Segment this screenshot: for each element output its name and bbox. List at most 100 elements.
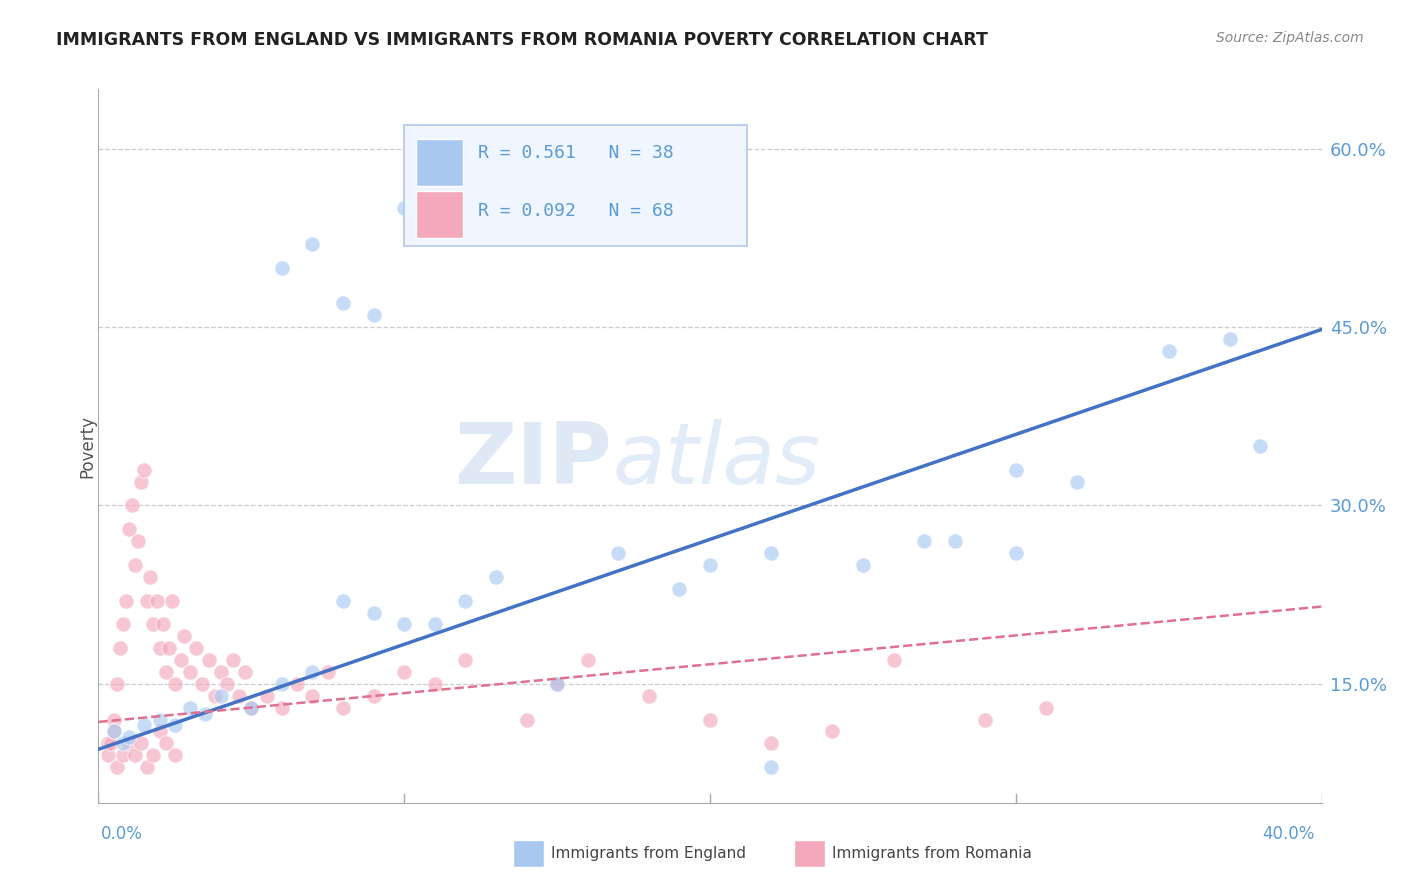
Point — [883, 653, 905, 667]
Point — [270, 677, 292, 691]
Point — [100, 736, 122, 750]
Point — [454, 653, 477, 667]
Point — [129, 736, 152, 750]
Point — [142, 748, 165, 763]
Point — [285, 677, 308, 691]
Point — [1035, 700, 1057, 714]
Point — [363, 606, 385, 620]
Point — [699, 558, 721, 572]
Point — [170, 653, 193, 667]
Point — [111, 736, 134, 750]
Point — [136, 593, 159, 607]
Point — [821, 724, 844, 739]
Point — [1066, 475, 1088, 489]
Point — [155, 736, 177, 750]
Point — [152, 617, 174, 632]
Point — [392, 201, 416, 215]
Point — [699, 713, 721, 727]
Point — [270, 700, 292, 714]
Point — [256, 689, 278, 703]
Point — [111, 617, 134, 632]
Point — [209, 689, 232, 703]
Point — [423, 617, 446, 632]
Point — [423, 677, 446, 691]
Point — [173, 629, 195, 643]
FancyBboxPatch shape — [416, 191, 463, 237]
Point — [392, 665, 416, 679]
Point — [454, 593, 477, 607]
Point — [97, 748, 120, 763]
Point — [392, 617, 416, 632]
Point — [124, 748, 146, 763]
Point — [134, 718, 156, 732]
Point — [332, 700, 354, 714]
Point — [136, 760, 159, 774]
Point — [240, 700, 263, 714]
Point — [332, 593, 354, 607]
Point — [301, 689, 323, 703]
Point — [1004, 546, 1026, 560]
Point — [576, 653, 599, 667]
Point — [759, 760, 782, 774]
Point — [179, 700, 201, 714]
Point — [943, 534, 966, 549]
Point — [485, 570, 508, 584]
Point — [103, 724, 125, 739]
Point — [118, 731, 141, 745]
Point — [852, 558, 875, 572]
Point — [301, 236, 323, 251]
FancyBboxPatch shape — [416, 139, 463, 186]
Point — [163, 677, 186, 691]
Point — [105, 677, 128, 691]
Point — [974, 713, 997, 727]
Point — [215, 677, 238, 691]
Point — [1157, 343, 1180, 358]
Point — [607, 546, 630, 560]
FancyBboxPatch shape — [405, 125, 747, 246]
Point — [163, 718, 186, 732]
Point — [1219, 332, 1241, 346]
Point — [1249, 439, 1271, 453]
Text: ZIP: ZIP — [454, 418, 612, 502]
Text: 40.0%: 40.0% — [1263, 825, 1315, 843]
Text: IMMIGRANTS FROM ENGLAND VS IMMIGRANTS FROM ROMANIA POVERTY CORRELATION CHART: IMMIGRANTS FROM ENGLAND VS IMMIGRANTS FR… — [56, 31, 988, 49]
Point — [163, 748, 186, 763]
Point — [157, 641, 180, 656]
Point — [228, 689, 250, 703]
Point — [637, 689, 661, 703]
Point — [191, 677, 214, 691]
Point — [759, 736, 782, 750]
Point — [233, 665, 256, 679]
Text: atlas: atlas — [612, 418, 820, 502]
Point — [209, 665, 232, 679]
Point — [270, 260, 292, 275]
Point — [668, 582, 690, 596]
Text: Immigrants from Romania: Immigrants from Romania — [832, 847, 1032, 861]
Point — [546, 677, 568, 691]
Point — [516, 713, 538, 727]
Point — [149, 641, 172, 656]
Text: Immigrants from England: Immigrants from England — [551, 847, 747, 861]
Point — [179, 665, 201, 679]
Point — [103, 724, 125, 739]
Point — [118, 736, 141, 750]
Point — [149, 713, 172, 727]
Point — [105, 760, 128, 774]
Point — [546, 677, 568, 691]
Point — [155, 665, 177, 679]
Point — [316, 665, 339, 679]
Point — [134, 463, 156, 477]
Point — [149, 724, 172, 739]
Point — [222, 653, 245, 667]
Point — [121, 499, 143, 513]
Point — [1004, 463, 1026, 477]
Point — [363, 308, 385, 322]
Point — [240, 700, 263, 714]
Point — [129, 475, 152, 489]
Text: R = 0.092   N = 68: R = 0.092 N = 68 — [478, 202, 673, 219]
Point — [145, 593, 167, 607]
Point — [118, 522, 141, 536]
Point — [124, 558, 146, 572]
Point — [301, 665, 323, 679]
Point — [111, 748, 134, 763]
